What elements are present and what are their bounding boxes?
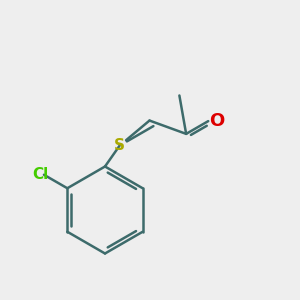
Text: S: S [114,138,125,153]
Text: O: O [209,112,224,130]
Text: Cl: Cl [32,167,49,182]
